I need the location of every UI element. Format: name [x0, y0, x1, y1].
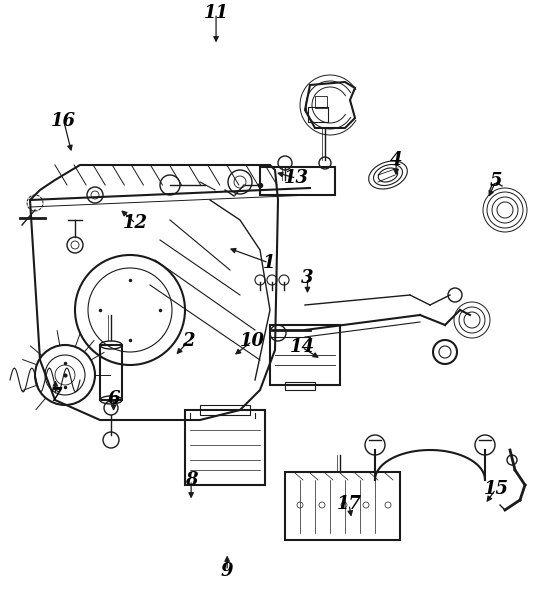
Text: 7: 7 [49, 387, 61, 405]
Text: 14: 14 [289, 338, 315, 356]
Bar [200, 405, 250, 415]
Text: 1: 1 [263, 254, 275, 272]
Bar [185, 410, 265, 485]
Text: 4: 4 [390, 151, 402, 169]
Text: 9: 9 [221, 562, 233, 580]
Text: 5: 5 [490, 172, 502, 190]
Text: 13: 13 [284, 169, 309, 187]
Text: 10: 10 [239, 332, 265, 350]
Text: 11: 11 [203, 4, 229, 22]
Text: 6: 6 [107, 390, 120, 408]
Text: 17: 17 [336, 495, 362, 513]
Text: 8: 8 [185, 471, 197, 489]
Bar [315, 96, 327, 108]
Text: 16: 16 [51, 112, 76, 130]
Bar [308, 107, 328, 122]
Bar [100, 345, 122, 400]
Text: 3: 3 [301, 269, 314, 287]
Bar [270, 325, 340, 385]
Text: 15: 15 [483, 480, 509, 498]
Text: 2: 2 [182, 332, 194, 350]
Bar [260, 167, 335, 195]
Bar [285, 472, 400, 540]
Text: 12: 12 [123, 214, 148, 233]
Bar [285, 382, 315, 390]
